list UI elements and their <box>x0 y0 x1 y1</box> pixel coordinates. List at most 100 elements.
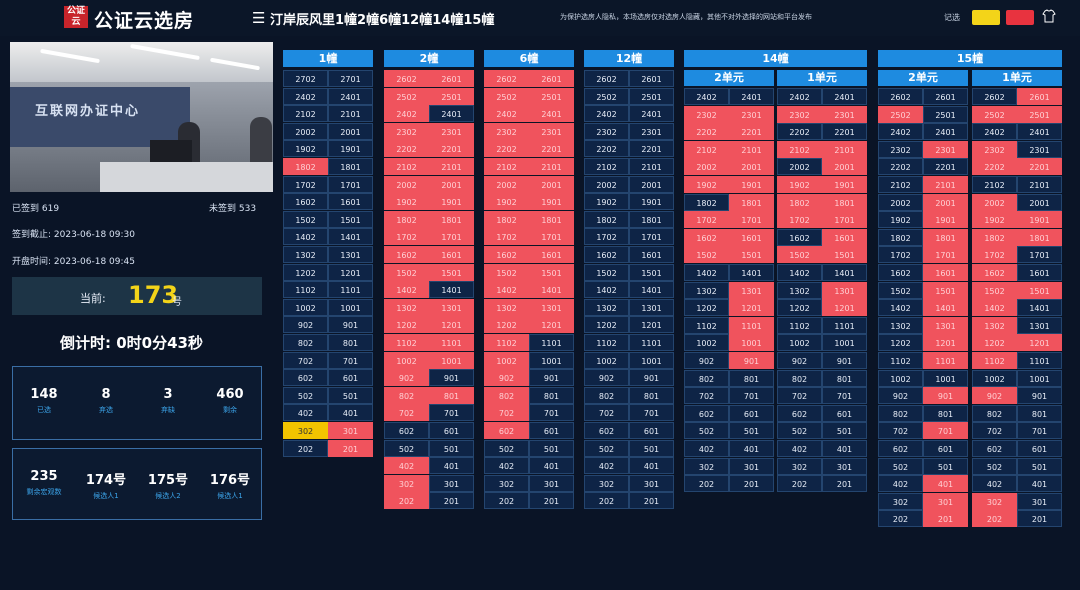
unit-cell[interactable]: 501 <box>328 386 373 404</box>
unit-cell[interactable]: 1802 <box>878 228 923 246</box>
unit-cell[interactable]: 2301 <box>1017 140 1062 158</box>
unit-cell[interactable]: 201 <box>923 510 968 528</box>
unit-cell[interactable]: 701 <box>923 422 968 440</box>
unit-cell[interactable]: 1002 <box>684 334 729 352</box>
unit-cell[interactable]: 1501 <box>529 263 574 281</box>
unit-cell[interactable]: 2202 <box>777 123 822 141</box>
unit-cell[interactable]: 2501 <box>1017 105 1062 123</box>
unit-cell[interactable]: 402 <box>972 475 1017 493</box>
unit-cell[interactable]: 1101 <box>429 334 474 351</box>
unit-cell[interactable]: 2501 <box>629 87 674 105</box>
unit-cell[interactable]: 2502 <box>384 87 429 105</box>
unit-cell[interactable]: 502 <box>684 422 729 440</box>
unit-cell[interactable]: 1801 <box>328 158 373 175</box>
unit-cell[interactable]: 1702 <box>283 175 328 193</box>
unit-cell[interactable]: 1902 <box>283 140 328 158</box>
unit-cell[interactable]: 1801 <box>529 210 574 228</box>
unit-cell[interactable]: 302 <box>584 474 629 492</box>
unit-cell[interactable]: 601 <box>1017 440 1062 457</box>
unit-cell[interactable]: 301 <box>529 474 574 492</box>
unit-cell[interactable]: 2602 <box>878 88 923 105</box>
unit-cell[interactable]: 2002 <box>878 193 923 211</box>
unit-cell[interactable]: 1102 <box>777 316 822 334</box>
unit-cell[interactable]: 1802 <box>384 210 429 228</box>
unit-cell[interactable]: 1401 <box>629 281 674 299</box>
unit-cell[interactable]: 2102 <box>878 176 923 193</box>
unit-cell[interactable]: 1402 <box>972 299 1017 317</box>
unit-cell[interactable]: 1001 <box>529 351 574 369</box>
unit-cell[interactable]: 1901 <box>429 193 474 211</box>
unit-cell[interactable]: 2102 <box>584 158 629 175</box>
unit-cell[interactable]: 1001 <box>729 334 774 352</box>
unit-cell[interactable]: 2602 <box>584 70 629 87</box>
unit-cell[interactable]: 2002 <box>584 175 629 193</box>
unit-cell[interactable]: 2102 <box>972 176 1017 193</box>
unit-cell[interactable]: 1502 <box>684 246 729 264</box>
unit-cell[interactable]: 1101 <box>1017 352 1062 369</box>
unit-cell[interactable]: 902 <box>283 316 328 334</box>
unit-cell[interactable]: 602 <box>878 440 923 457</box>
unit-cell[interactable]: 401 <box>529 457 574 475</box>
unit-cell[interactable]: 1301 <box>429 298 474 316</box>
unit-cell[interactable]: 1701 <box>429 228 474 246</box>
unit-cell[interactable]: 1601 <box>328 193 373 211</box>
unit-cell[interactable]: 402 <box>684 440 729 457</box>
unit-cell[interactable]: 2402 <box>878 123 923 141</box>
unit-cell[interactable]: 401 <box>1017 475 1062 493</box>
unit-cell[interactable]: 2601 <box>629 70 674 87</box>
unit-cell[interactable]: 901 <box>923 387 968 405</box>
unit-cell[interactable]: 1701 <box>729 211 774 229</box>
unit-cell[interactable]: 2001 <box>822 158 867 176</box>
unit-cell[interactable]: 801 <box>822 369 867 387</box>
unit-cell[interactable]: 2101 <box>729 140 774 158</box>
unit-cell[interactable]: 1302 <box>684 281 729 299</box>
unit-cell[interactable]: 901 <box>822 352 867 369</box>
unit-cell[interactable]: 201 <box>529 492 574 510</box>
unit-cell[interactable]: 2001 <box>1017 193 1062 211</box>
unit-cell[interactable]: 1001 <box>1017 369 1062 387</box>
unit-cell[interactable]: 901 <box>429 369 474 387</box>
unit-cell[interactable]: 2201 <box>1017 158 1062 176</box>
unit-cell[interactable]: 1801 <box>629 210 674 228</box>
unit-cell[interactable]: 502 <box>972 457 1017 475</box>
unit-cell[interactable]: 2002 <box>777 158 822 176</box>
unit-cell[interactable]: 702 <box>777 387 822 405</box>
unit-cell[interactable]: 2602 <box>484 70 529 87</box>
unit-cell[interactable]: 2402 <box>777 88 822 105</box>
unit-cell[interactable]: 1802 <box>584 210 629 228</box>
unit-cell[interactable]: 1502 <box>972 281 1017 299</box>
unit-cell[interactable]: 1702 <box>777 211 822 229</box>
unit-cell[interactable]: 501 <box>1017 457 1062 475</box>
unit-cell[interactable]: 901 <box>729 352 774 369</box>
unit-cell[interactable]: 1001 <box>629 351 674 369</box>
record-button[interactable]: 记选 <box>944 13 960 22</box>
unit-cell[interactable]: 1001 <box>328 298 373 316</box>
unit-cell[interactable]: 1101 <box>629 334 674 351</box>
unit-cell[interactable]: 1702 <box>584 228 629 246</box>
unit-cell[interactable]: 1602 <box>878 264 923 281</box>
unit-cell[interactable]: 1101 <box>822 316 867 334</box>
unit-cell[interactable]: 301 <box>629 474 674 492</box>
unit-cell[interactable]: 1402 <box>283 228 328 246</box>
unit-cell[interactable]: 702 <box>878 422 923 440</box>
unit-cell[interactable]: 2301 <box>729 105 774 123</box>
unit-cell[interactable]: 2501 <box>529 87 574 105</box>
unit-cell[interactable]: 2702 <box>283 70 328 87</box>
unit-cell[interactable]: 2102 <box>384 158 429 175</box>
unit-cell[interactable]: 1302 <box>777 281 822 299</box>
unit-cell[interactable]: 2101 <box>1017 176 1062 193</box>
unit-cell[interactable]: 1301 <box>529 298 574 316</box>
unit-cell[interactable]: 2402 <box>684 88 729 105</box>
unit-cell[interactable]: 602 <box>777 404 822 422</box>
unit-cell[interactable]: 1301 <box>822 281 867 299</box>
unit-cell[interactable]: 502 <box>777 422 822 440</box>
unit-cell[interactable]: 302 <box>777 457 822 475</box>
unit-cell[interactable]: 2001 <box>629 175 674 193</box>
unit-cell[interactable]: 2201 <box>822 123 867 141</box>
unit-cell[interactable]: 1401 <box>429 281 474 299</box>
unit-cell[interactable]: 901 <box>529 369 574 387</box>
unit-cell[interactable]: 1202 <box>484 316 529 334</box>
unit-cell[interactable]: 1701 <box>923 246 968 264</box>
unit-cell[interactable]: 2001 <box>529 175 574 193</box>
unit-cell[interactable]: 802 <box>972 404 1017 422</box>
